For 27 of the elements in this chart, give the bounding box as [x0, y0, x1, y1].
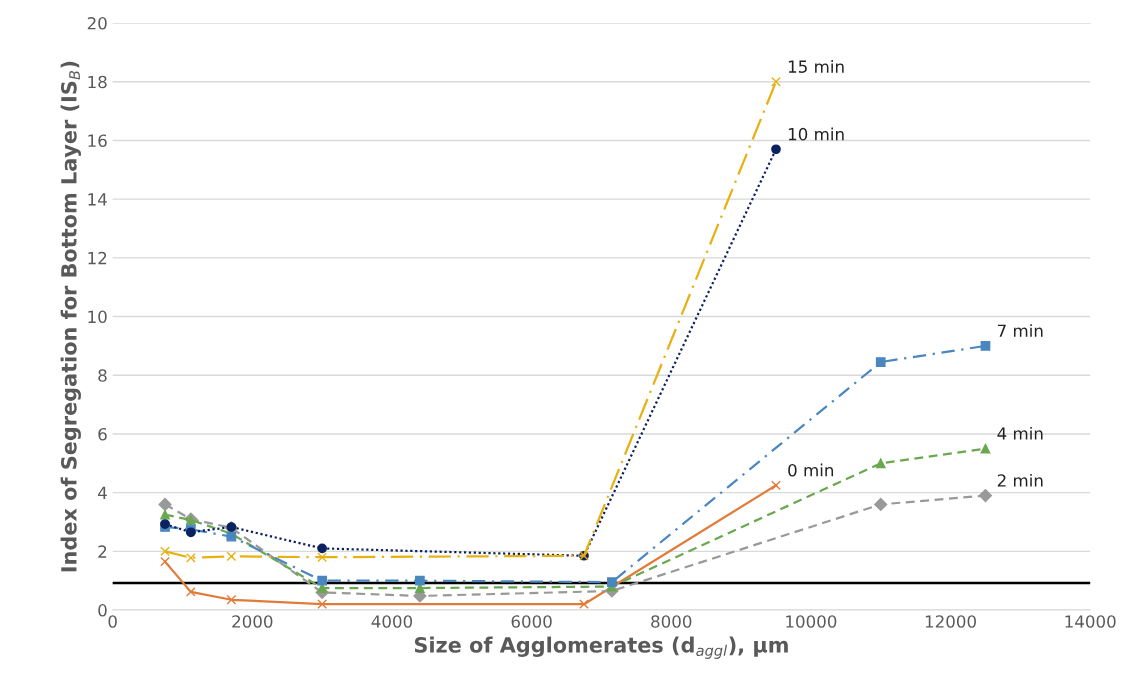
x-tick-label: 10000 — [786, 615, 837, 628]
x-tick-label: 0 — [108, 615, 117, 628]
y-tick-label: 6 — [98, 427, 107, 441]
series-label: 7 min — [997, 324, 1043, 337]
y-tick-label: 10 — [88, 310, 107, 324]
series-label: 15 min — [788, 60, 844, 73]
x-tick-label: 8000 — [651, 615, 692, 628]
y-tick-label: 12 — [88, 251, 107, 265]
y-tick-label: 4 — [98, 486, 107, 499]
y-tick-label: 18 — [88, 75, 107, 89]
x-axis-title: Size of Agglomerates (d$_{aggl}$), µm — [414, 636, 788, 659]
x-tick-label: 14000 — [1065, 615, 1116, 628]
series-label: 10 min — [788, 127, 844, 141]
y-tick-label: 20 — [87, 17, 107, 30]
series-label: 0 min — [788, 463, 834, 477]
y-axis-title: Index of Segregation for Bottom Layer (IS$_{B}$) — [60, 61, 81, 572]
y-tick-label: 0 — [98, 604, 107, 617]
series-label: 2 min — [997, 473, 1043, 487]
x-tick-label: 4000 — [371, 615, 413, 628]
y-tick-label: 8 — [98, 369, 107, 382]
y-tick-label: 2 — [98, 545, 107, 558]
y-tick-label: 14 — [88, 193, 107, 206]
series-label: 4 min — [997, 426, 1043, 440]
x-tick-label: 6000 — [511, 615, 552, 628]
y-tick-label: 16 — [88, 134, 107, 148]
x-tick-label: 12000 — [925, 615, 976, 628]
x-tick-label: 2000 — [232, 615, 273, 628]
